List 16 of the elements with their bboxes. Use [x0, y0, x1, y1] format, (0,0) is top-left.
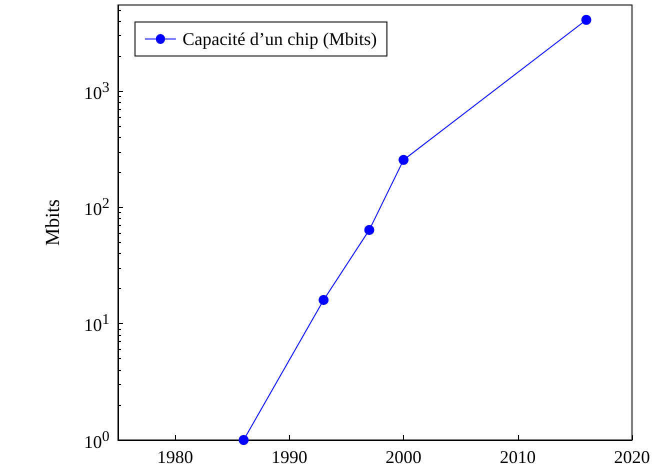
x-tick-label: 1980 — [157, 447, 194, 467]
x-tick-label: 1990 — [271, 447, 308, 467]
x-tick-label: 2010 — [500, 447, 536, 467]
point — [581, 14, 592, 25]
point — [364, 224, 374, 235]
y-tick-label: 10$^{3}$ — [84, 80, 110, 103]
x-tick-label: 2000 — [386, 447, 422, 467]
y-tick-label: 10$^{1}$ — [84, 312, 110, 336]
point — [398, 154, 409, 165]
y-tick-label: 10$^{0}$ — [84, 428, 110, 452]
x-tick-label: 2020 — [614, 447, 650, 467]
y-tick-label: 10$^{2}$ — [84, 196, 110, 219]
legend-label: Capacité d’un chip (Mbits) — [182, 29, 377, 49]
y-axis-title: Mbits — [42, 198, 64, 246]
point — [318, 294, 329, 305]
point — [238, 435, 249, 445]
